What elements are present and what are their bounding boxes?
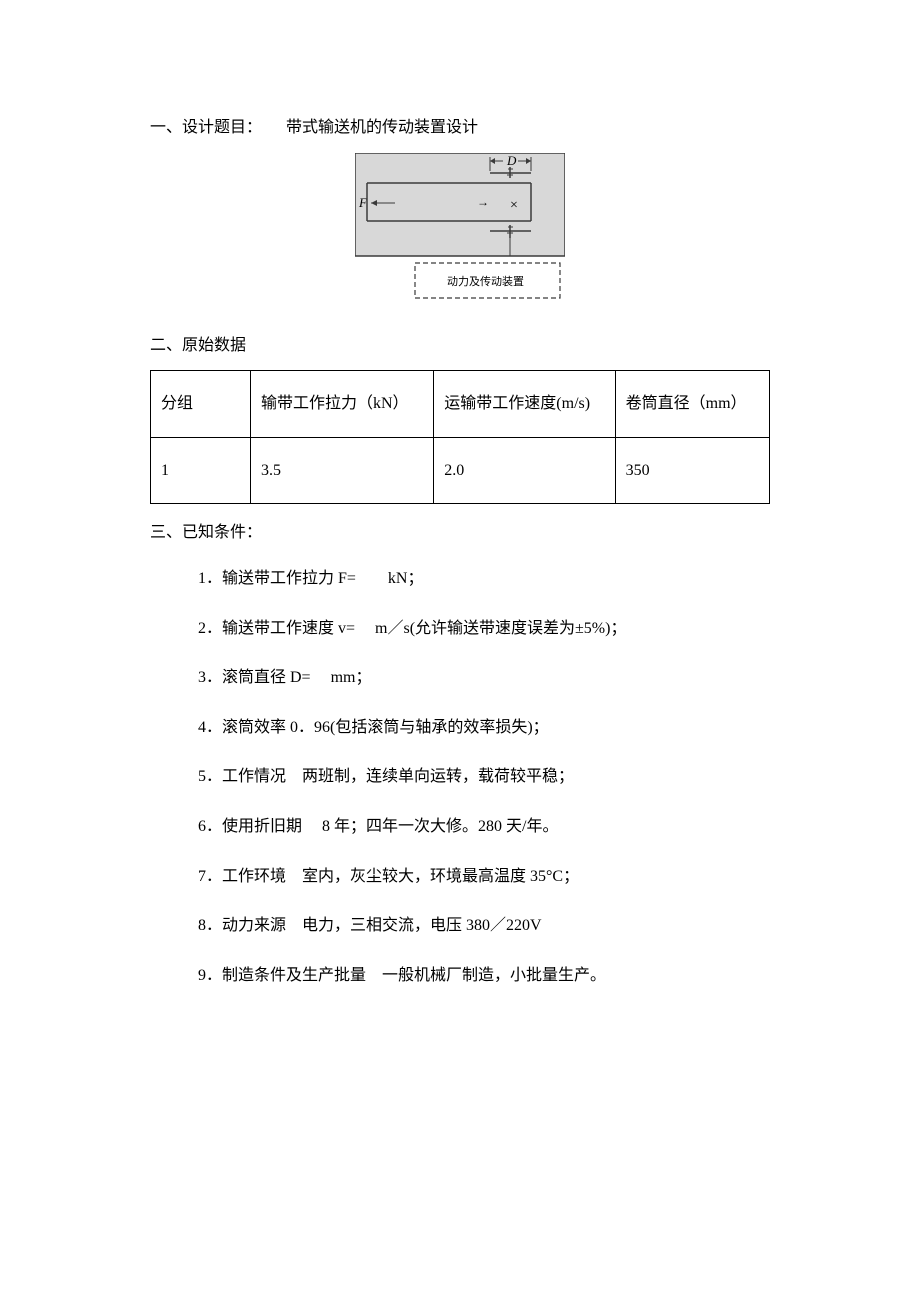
conveyor-diagram: D F → × — [355, 153, 565, 303]
condition-item: 4．滚筒效率 0．96(包括滚筒与轴承的效率损失)； — [198, 715, 770, 741]
condition-item: 3．滚筒直径 D= mm； — [198, 665, 770, 691]
table-header-row: 分组 输带工作拉力（kN） 运输带工作速度(m/s) 卷筒直径（mm） — [151, 371, 770, 438]
svg-text:×: × — [510, 198, 518, 213]
table-header: 运输带工作速度(m/s) — [434, 371, 615, 438]
section1-title: 一、设计题目： 带式输送机的传动装置设计 — [150, 115, 770, 141]
condition-item: 8．动力来源 电力，三相交流，电压 380／220V — [198, 913, 770, 939]
condition-item: 1．输送带工作拉力 F= kN； — [198, 566, 770, 592]
condition-item: 5．工作情况 两班制，连续单向运转，载荷较平稳； — [198, 764, 770, 790]
section3-title: 三、已知条件： — [150, 520, 770, 546]
section2-title: 二、原始数据 — [150, 333, 770, 359]
condition-item: 2．输送带工作速度 v= m／s(允许输送带速度误差为±5%)； — [198, 616, 770, 642]
table-header: 输带工作拉力（kN） — [251, 371, 434, 438]
svg-text:→: → — [477, 195, 489, 209]
table-cell: 1 — [151, 437, 251, 504]
condition-item: 6．使用折旧期 8 年；四年一次大修。280 天/年。 — [198, 814, 770, 840]
condition-item: 9．制造条件及生产批量 一般机械厂制造，小批量生产。 — [198, 963, 770, 989]
table-cell: 3.5 — [251, 437, 434, 504]
svg-text:D: D — [506, 153, 517, 168]
diagram-container: D F → × — [150, 153, 770, 303]
condition-item: 7．工作环境 室内，灰尘较大，环境最高温度 35°C； — [198, 864, 770, 890]
svg-text:动力及传动装置: 动力及传动装置 — [447, 275, 524, 288]
table-header: 卷筒直径（mm） — [615, 371, 769, 438]
table-row: 1 3.5 2.0 350 — [151, 437, 770, 504]
table-cell: 350 — [615, 437, 769, 504]
table-cell: 2.0 — [434, 437, 615, 504]
table-header: 分组 — [151, 371, 251, 438]
data-table: 分组 输带工作拉力（kN） 运输带工作速度(m/s) 卷筒直径（mm） 1 3.… — [150, 370, 770, 504]
